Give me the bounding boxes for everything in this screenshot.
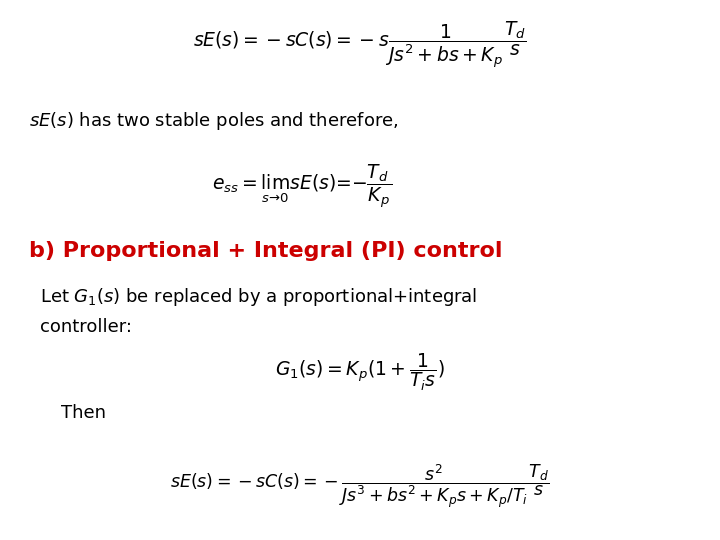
Text: b) Proportional + Integral (PI) control: b) Proportional + Integral (PI) control: [29, 241, 503, 261]
Text: $sE(s) = -sC(s) = -s\dfrac{1}{Js^2+bs+K_p}\dfrac{T_d}{s}$: $sE(s) = -sC(s) = -s\dfrac{1}{Js^2+bs+K_…: [193, 21, 527, 71]
Text: $e_{ss} = \lim_{s \to 0} sE(s) = -\dfrac{T_d}{K_p}$: $e_{ss} = \lim_{s \to 0} sE(s) = -\dfrac…: [212, 163, 392, 210]
Text: Let $G_1(s)$ be replaced by a proportional+integral: Let $G_1(s)$ be replaced by a proportion…: [40, 286, 477, 308]
Text: Then: Then: [61, 404, 107, 422]
Text: $sE(s)$ has two stable poles and therefore,: $sE(s)$ has two stable poles and therefo…: [29, 111, 398, 132]
Text: controller:: controller:: [40, 318, 132, 336]
Text: $sE(s) = -sC(s) = -\dfrac{s^2}{Js^3+bs^2+K_p s+K_p/T_i}\dfrac{T_d}{s}$: $sE(s) = -sC(s) = -\dfrac{s^2}{Js^3+bs^2…: [170, 462, 550, 510]
Text: $G_1(s) = K_p(1+\dfrac{1}{T_i s})$: $G_1(s) = K_p(1+\dfrac{1}{T_i s})$: [275, 352, 445, 393]
